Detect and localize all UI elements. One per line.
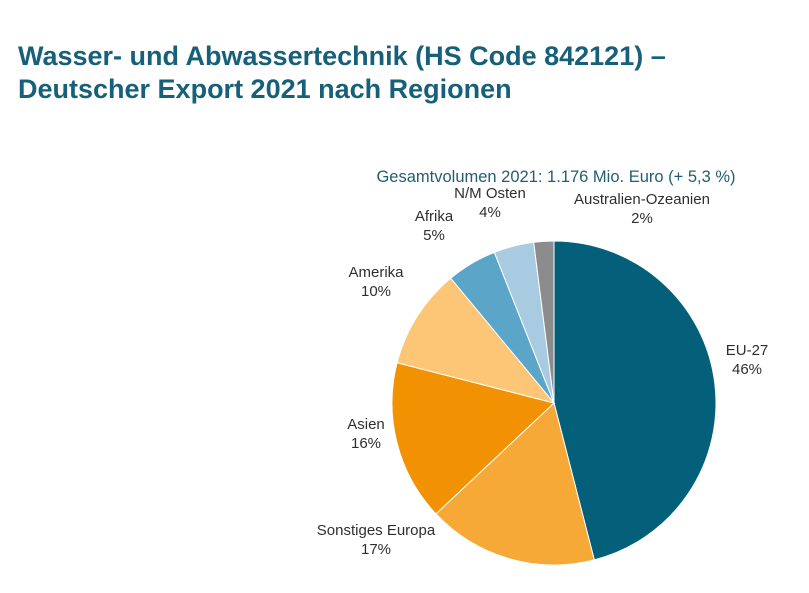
pie-slice-amerika [396,277,556,404]
chart-title: Wasser- und Abwassertechnik (HS Code 842… [18,40,798,106]
pie-slice-australien-ozeanien [533,240,555,404]
pie-slice-sonstiges-europa [435,402,595,566]
slice-label-name: EU-27 [725,342,769,359]
slice-label: Australien-Ozeanien 2% [574,190,710,228]
slice-label-value: 10% [360,283,392,300]
slice-label: Afrika 5% [415,207,453,245]
slice-label: Sonstiges Europa 17% [317,521,435,559]
slice-label-name: Afrika [414,208,454,225]
slice-label-name: Australien-Ozeanien [574,191,710,208]
slice-label-value: 5% [423,227,445,244]
slice-label: EU-27 46% [726,341,769,379]
slice-label: Amerika 10% [348,263,403,301]
chart-title-line-2: Deutscher Export 2021 nach Regionen [18,74,512,104]
slice-label-name: Sonstiges Europa [316,522,436,539]
slice-label-value: 2% [631,210,653,227]
pie-slice-eu-27 [553,240,717,561]
slice-label-name: N/M Osten [454,185,526,202]
slice-label-value: 4% [479,204,501,221]
slice-label: N/M Osten 4% [454,184,526,222]
chart-title-line-1: Wasser- und Abwassertechnik (HS Code 842… [18,41,666,71]
pie-slice-asien [391,362,556,515]
slice-label-name: Asien [347,416,385,433]
slice-label-value: 16% [350,435,382,452]
slice-label-name: Amerika [348,264,404,281]
slice-label-value: 46% [731,361,763,378]
chart-subtitle: Gesamtvolumen 2021: 1.176 Mio. Euro (+ 5… [376,168,736,186]
slice-label: Asien 16% [347,415,385,453]
slice-label-value: 17% [360,541,392,558]
